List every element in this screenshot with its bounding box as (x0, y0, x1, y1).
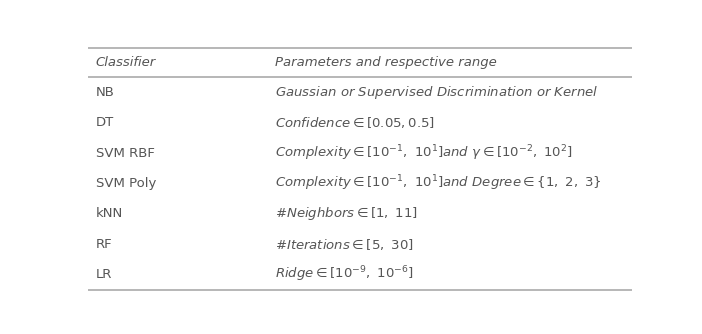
Text: NB: NB (96, 86, 115, 99)
Text: LR: LR (96, 268, 112, 281)
Text: RF: RF (96, 237, 112, 250)
Text: Parameters and respective range: Parameters and respective range (275, 56, 497, 69)
Text: DT: DT (96, 116, 114, 129)
Text: $\it{Complexity}$$\in$$[10^{-1},\ 10^{1}]$$ \it{and\ }$$\gamma$$\in$$[10^{-2},\ : $\it{Complexity}$$\in$$[10^{-1},\ 10^{1}… (275, 143, 574, 163)
Text: $\it{Confidence}$$\in$$\it{[0.05,0.5]}$: $\it{Confidence}$$\in$$\it{[0.05,0.5]}$ (275, 115, 435, 130)
Text: SVM Poly: SVM Poly (96, 177, 157, 190)
Text: Classifier: Classifier (96, 56, 156, 69)
Text: $\it{Complexity}$$\in$$[10^{-1},\ 10^{1}]$$ \it{and\ Degree}$$\in$$\{1,\ 2,\ 3\}: $\it{Complexity}$$\in$$[10^{-1},\ 10^{1}… (275, 174, 602, 193)
Text: $\#\it{Iterations}$$\in$$[5,\ 30]$: $\#\it{Iterations}$$\in$$[5,\ 30]$ (275, 236, 414, 252)
Text: $\it{Gaussian\ or\ Supervised\ Discrimination\ or\ Kernel}$: $\it{Gaussian\ or\ Supervised\ Discrimin… (275, 84, 599, 101)
Text: kNN: kNN (96, 207, 123, 220)
Text: $\it{Ridge}$$\in$$[10^{-9},\ 10^{-6}]$: $\it{Ridge}$$\in$$[10^{-9},\ 10^{-6}]$ (275, 265, 414, 284)
Text: $\#\it{Neighbors}$$\in$$[1,\ 11]$: $\#\it{Neighbors}$$\in$$[1,\ 11]$ (275, 205, 418, 222)
Text: SVM RBF: SVM RBF (96, 147, 154, 160)
